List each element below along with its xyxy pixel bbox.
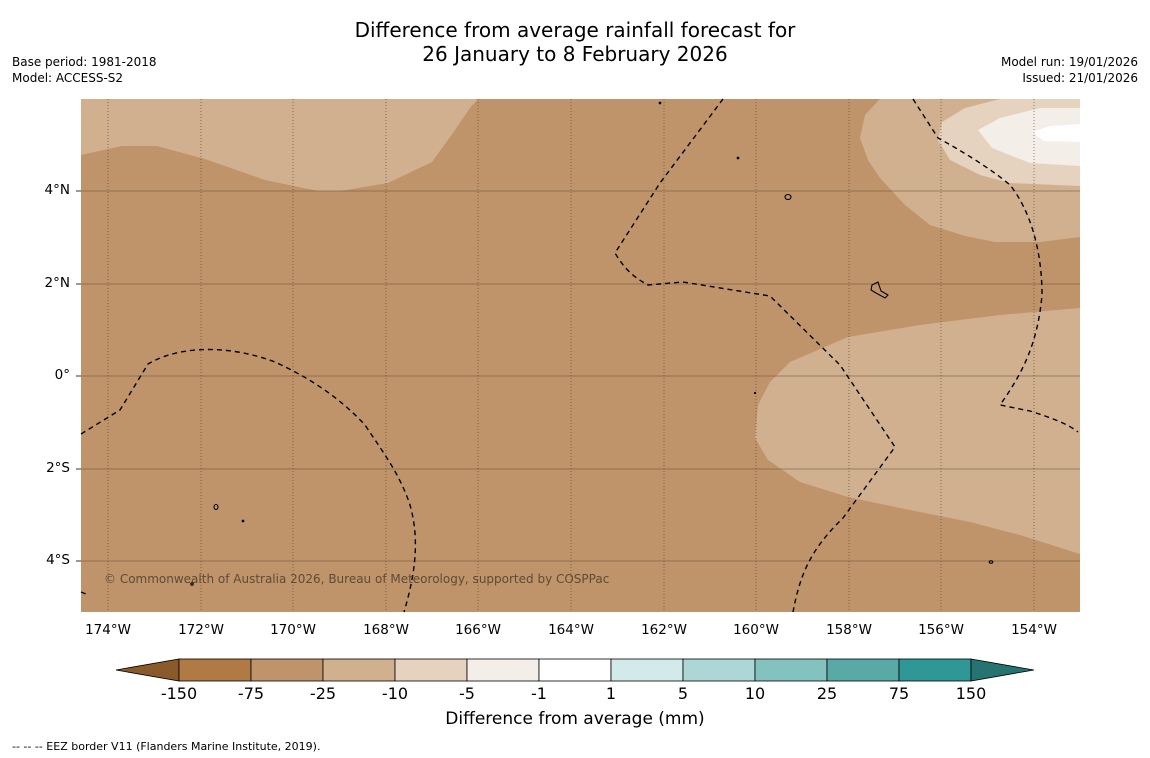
island-4	[241, 519, 245, 523]
anomaly-region-northwest	[81, 99, 478, 191]
latitude-gridlines	[81, 190, 1080, 562]
meta-left: Base period: 1981-2018 Model: ACCESS-S2	[12, 54, 157, 86]
eez-borders	[80, 98, 1079, 613]
colorbar-title: Difference from average (mm)	[445, 709, 705, 729]
anomaly-region-northeast-core	[978, 108, 1080, 166]
colorbar-tick-label: -150	[160, 684, 198, 703]
colorbar-tick-label: 150	[955, 684, 987, 703]
lon-label-160w: 160°W	[733, 622, 779, 638]
lat-label-4n: 4°N	[44, 182, 70, 198]
meta-right: Model run: 19/01/2026 Issued: 21/01/2026	[1001, 54, 1138, 86]
lat-label-4s: 4°S	[46, 552, 70, 568]
eez-border-east	[912, 98, 1079, 433]
colorbar-swatch-7	[682, 658, 756, 682]
colorbar-tick-label: 10	[744, 684, 766, 703]
colorbar-tick-label: -25	[309, 684, 337, 703]
eez-border-central	[614, 98, 896, 613]
lon-label-168w: 168°W	[363, 622, 409, 638]
lat-label-0: 0°	[54, 367, 70, 383]
colorbar-swatch-10	[898, 658, 972, 682]
base-period: Base period: 1981-2018	[12, 55, 157, 69]
colorbar-tick-label: 5	[677, 684, 689, 703]
lon-label-166w: 166°W	[455, 622, 501, 638]
colorbar-tick-label: 75	[888, 684, 910, 703]
island-9	[988, 560, 994, 564]
title-line-1: Difference from average rainfall forecas…	[354, 18, 796, 42]
island-7	[753, 391, 757, 395]
island-8	[190, 582, 194, 586]
colorbar-swatch-0	[178, 658, 252, 682]
colorbar-tick-label: 1	[605, 684, 617, 703]
colorbar-extend-low	[115, 658, 180, 682]
lon-label-170w: 170°W	[270, 622, 316, 638]
island-1	[784, 193, 792, 201]
colorbar-swatch-5	[538, 658, 612, 682]
colorbar-tick-label: -75	[237, 684, 265, 703]
lon-label-174w: 174°W	[85, 622, 131, 638]
lon-label-164w: 164°W	[548, 622, 594, 638]
eez-border-west	[80, 348, 417, 613]
title-line-2: 26 January to 8 February 2026	[422, 42, 728, 66]
anomaly-region-northeast-neutral	[1032, 124, 1080, 142]
colorbar-swatch-3	[394, 658, 468, 682]
eez-footnote: -- -- -- EEZ border V11 (Flanders Marine…	[12, 740, 321, 753]
island-6	[736, 156, 740, 160]
eez-border-southwest	[80, 591, 87, 595]
colorbar-swatch-9	[826, 658, 900, 682]
map-title: Difference from average rainfall forecas…	[0, 18, 1150, 66]
colorbar-swatch-8	[754, 658, 828, 682]
lon-label-158w: 158°W	[826, 622, 872, 638]
axis-ticks	[76, 190, 81, 562]
lat-label-2s: 2°S	[46, 460, 70, 476]
island-3	[213, 503, 219, 511]
colorbar-swatch-1	[250, 658, 324, 682]
island-5	[658, 101, 662, 105]
lon-label-172w: 172°W	[178, 622, 224, 638]
colorbar-swatch-4	[466, 658, 540, 682]
lon-label-162w: 162°W	[641, 622, 687, 638]
island-2	[870, 281, 889, 299]
colorbar-swatch-2	[322, 658, 396, 682]
colorbar-tick-label: 25	[816, 684, 838, 703]
colorbar-tick-label: -1	[531, 684, 547, 703]
colorbar-tick-label: -5	[459, 684, 475, 703]
model-name: Model: ACCESS-S2	[12, 71, 124, 85]
islands	[190, 101, 994, 586]
lat-label-2n: 2°N	[44, 275, 70, 291]
colorbar	[115, 658, 1035, 682]
model-run: Model run: 19/01/2026	[1000, 55, 1138, 69]
anomaly-region-southeast	[755, 308, 1080, 554]
colorbar-extend-high	[970, 658, 1035, 682]
copyright-notice: © Commonwealth of Australia 2026, Bureau…	[104, 572, 610, 586]
colorbar-swatch-6	[610, 658, 684, 682]
lon-label-156w: 156°W	[918, 622, 964, 638]
colorbar-tick-label: -10	[381, 684, 409, 703]
lon-label-154w: 154°W	[1011, 622, 1057, 638]
issued-date: Issued: 21/01/2026	[1022, 71, 1138, 85]
